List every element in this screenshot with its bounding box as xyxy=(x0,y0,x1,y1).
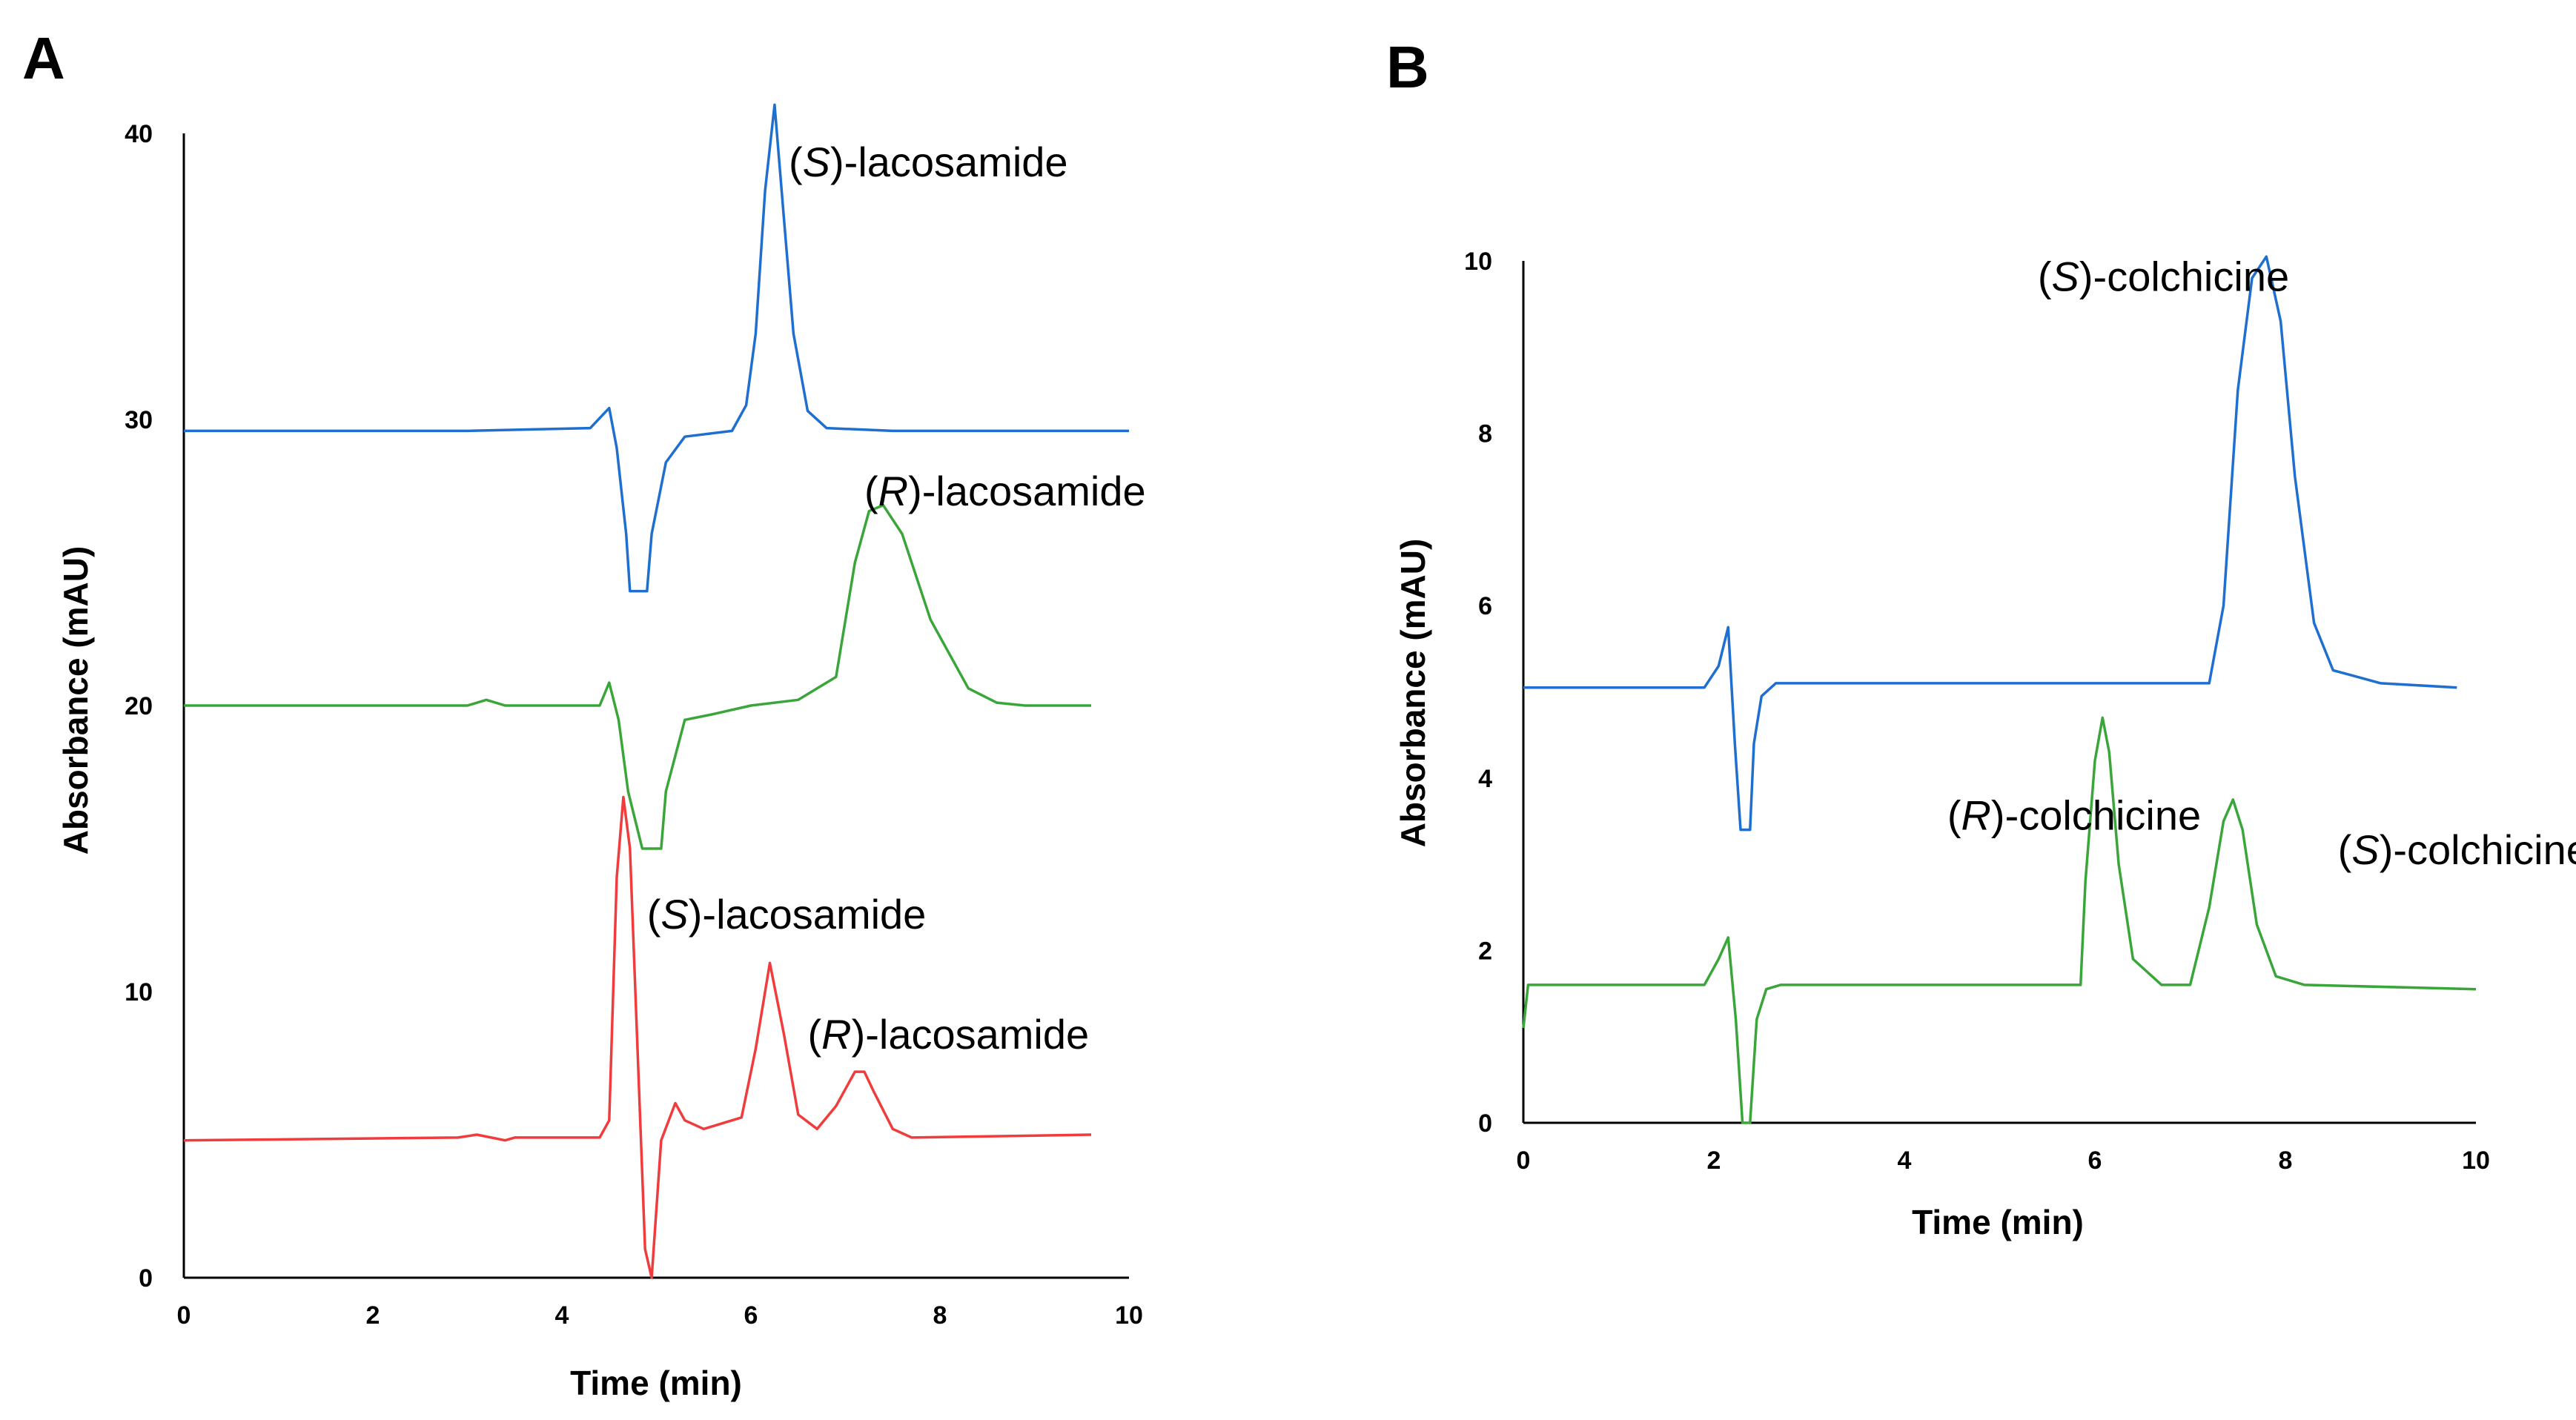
series-line-2 xyxy=(184,504,1091,850)
peak-annotation: (S)-lacosamide xyxy=(647,891,927,938)
x-tick-label: 10 xyxy=(1115,1301,1143,1330)
x-axis-label-a: Time (min) xyxy=(570,1364,742,1402)
x-tick-label: 0 xyxy=(1517,1147,1531,1175)
y-tick-label: 30 xyxy=(125,406,153,434)
series-line-1 xyxy=(1523,255,2457,832)
y-tick-label: 8 xyxy=(1478,420,1492,448)
x-tick-label: 8 xyxy=(2279,1147,2293,1175)
x-axis-label-b: Time (min) xyxy=(1912,1203,2084,1241)
x-tick-label: 2 xyxy=(366,1301,380,1330)
y-tick-label: 4 xyxy=(1478,765,1492,793)
x-tick-label: 4 xyxy=(1898,1147,1912,1175)
y-axis-label-a: Absorbance (mAU) xyxy=(56,546,95,855)
y-tick-label: 10 xyxy=(1464,248,1492,276)
peak-annotation: (R)-lacosamide xyxy=(808,1011,1090,1058)
peak-annotation: (S)-lacosamide xyxy=(789,139,1068,185)
y-tick-label: 0 xyxy=(139,1264,153,1293)
y-tick-label: 20 xyxy=(125,692,153,720)
y-tick-label: 40 xyxy=(125,120,153,148)
x-tick-label: 6 xyxy=(2088,1147,2102,1175)
y-tick-label: 10 xyxy=(125,978,153,1006)
peak-annotation: (S)-colchicine xyxy=(2338,826,2576,873)
x-tick-label: 4 xyxy=(555,1301,569,1330)
x-tick-label: 10 xyxy=(2462,1147,2490,1175)
panel-label-b: B xyxy=(1386,34,1429,100)
x-tick-label: 2 xyxy=(1707,1147,1721,1175)
series-line-1 xyxy=(184,103,1129,593)
series-line-2 xyxy=(1522,716,2477,1124)
y-tick-label: 0 xyxy=(1478,1109,1492,1138)
x-tick-label: 8 xyxy=(933,1301,947,1330)
chart-panel-b: 0 2 4 6 8 10 0 2 4 6 8 10 (S)-colchicine (R)-colchi… xyxy=(1394,248,2576,1241)
y-axis-label-b: Absorbance (mAU) xyxy=(1394,539,1432,848)
peak-annotation: (S)-colchicine xyxy=(2038,253,2289,300)
panel-label-a: A xyxy=(22,25,65,91)
y-tick-label: 2 xyxy=(1478,937,1492,965)
peak-annotation: (R)-lacosamide xyxy=(864,468,1146,514)
y-tick-label: 6 xyxy=(1478,592,1492,620)
x-tick-label: 6 xyxy=(744,1301,758,1330)
series-line-3 xyxy=(183,795,1092,1279)
peak-annotation: (R)-colchicine xyxy=(1947,792,2201,839)
chart-panel-a: 0 10 20 30 40 0 2 4 6 8 10 (S)-lacosamide (R)-laco… xyxy=(56,103,1146,1402)
x-tick-label: 0 xyxy=(177,1301,191,1330)
